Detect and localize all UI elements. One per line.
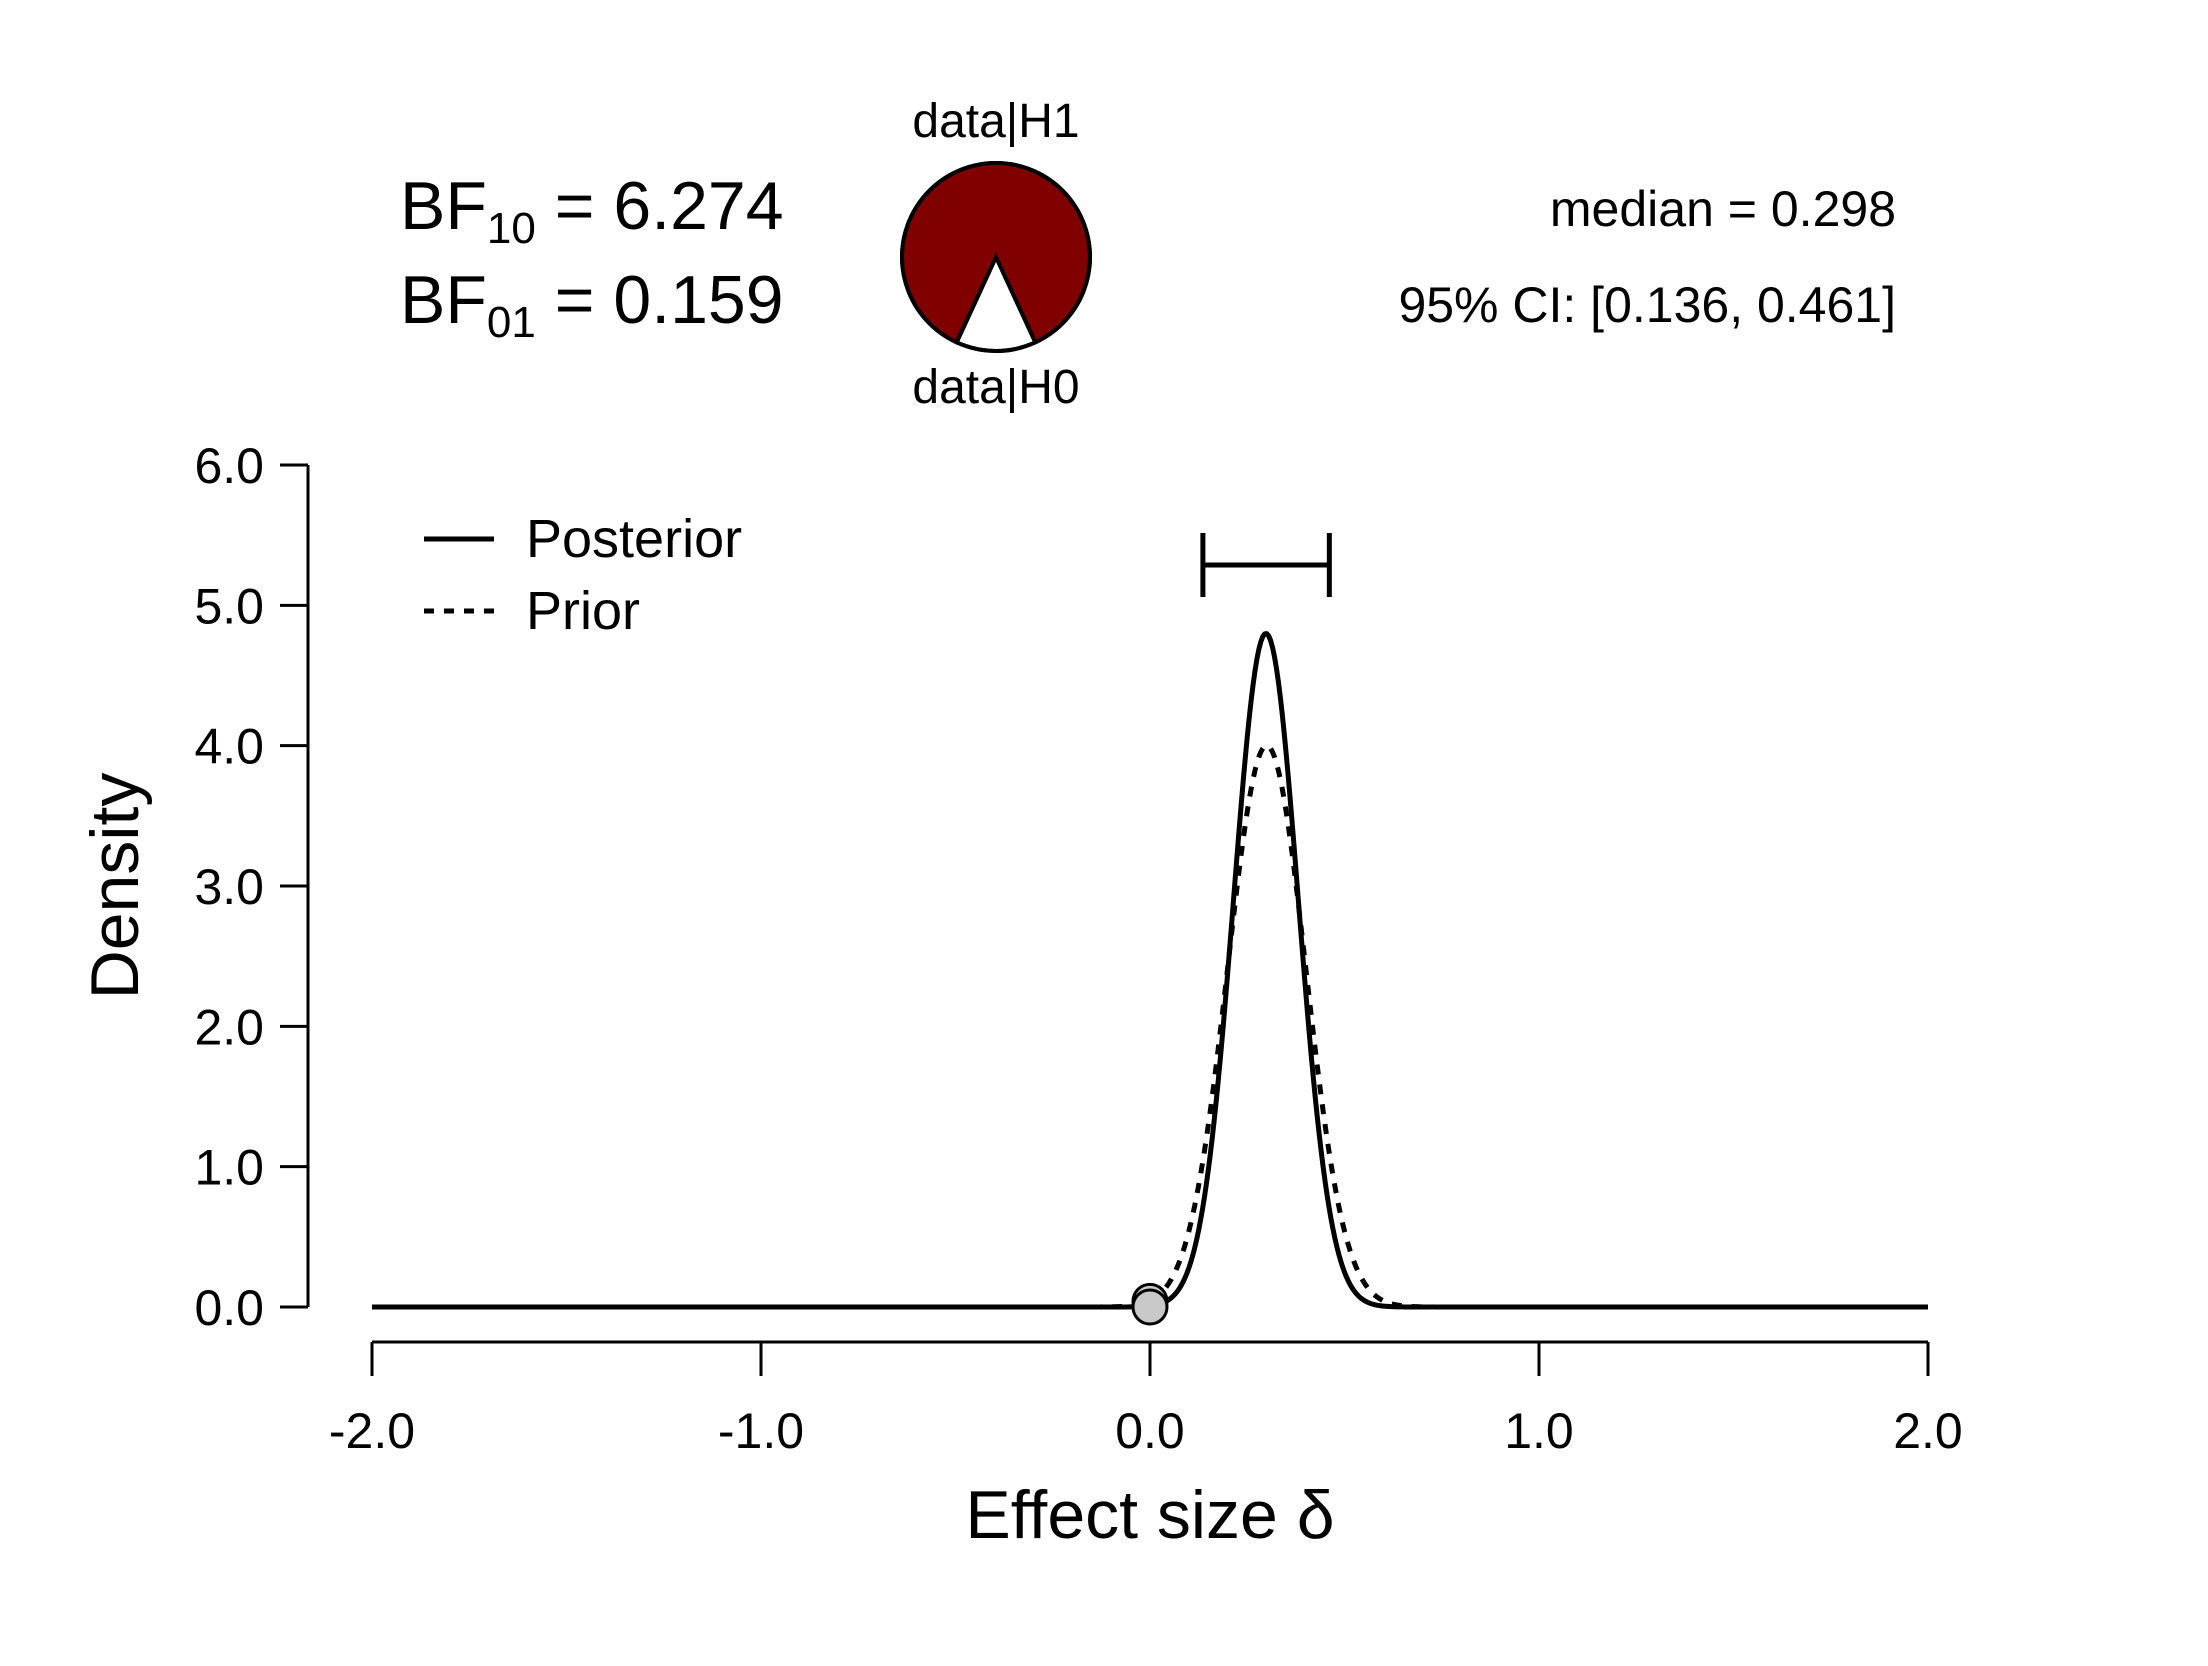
evidence-pie: [900, 161, 1092, 353]
bf01-subscript: 01: [486, 298, 536, 347]
y-tick-label: 2.0: [194, 999, 264, 1055]
y-tick-label: 6.0: [194, 438, 264, 494]
y-tick-label: 5.0: [194, 578, 264, 634]
y-tick-label: 0.0: [194, 1280, 264, 1336]
bf01-value: = 0.159: [554, 262, 784, 338]
bf10-prefix: BF: [400, 168, 487, 244]
x-tick-label: 2.0: [1893, 1403, 1963, 1459]
density-curves: [371, 631, 1929, 1310]
x-tick-label: -1.0: [718, 1403, 804, 1459]
bf10-value: = 6.274: [554, 168, 784, 244]
pie-label-h1: data|H1: [912, 95, 1080, 148]
legend: Posterior Prior: [424, 509, 742, 641]
y-axis-title: Density: [77, 773, 153, 1000]
x-tick-label: -2.0: [329, 1403, 415, 1459]
density-point: [1131, 1288, 1169, 1326]
series-line-posterior: [371, 631, 1929, 1310]
point-markers: [1131, 1282, 1169, 1326]
x-tick-label: 0.0: [1115, 1403, 1185, 1459]
y-tick-label: 4.0: [194, 719, 264, 775]
legend-label-prior: Prior: [526, 581, 640, 641]
pie-label-h0: data|H0: [912, 361, 1080, 414]
credible-interval-label: 95% CI: [0.136, 0.461]: [1398, 277, 1896, 333]
legend-label-posterior: Posterior: [526, 509, 742, 569]
bf10-subscript: 10: [486, 204, 536, 253]
series-line-prior: [371, 743, 1929, 1310]
x-axis-title: Effect size δ: [965, 1477, 1334, 1553]
bf01-prefix: BF: [400, 262, 487, 338]
pie-outline: [900, 161, 1092, 353]
bf10-label: BF10 = 6.274: [400, 172, 784, 251]
bf01-label: BF01 = 0.159: [400, 266, 784, 345]
y-tick-label: 3.0: [194, 859, 264, 915]
x-tick-label: 1.0: [1504, 1403, 1574, 1459]
credible-interval-bar: [1200, 533, 1332, 597]
y-tick-label: 1.0: [194, 1140, 264, 1196]
median-label: median = 0.298: [1549, 181, 1896, 237]
plot-axes: 0.0 1.0 2.0 3.0 4.0 5.0 6.0 -2.0 -1.0 0.0 1.0 2.0 Ef…: [77, 438, 1963, 1553]
